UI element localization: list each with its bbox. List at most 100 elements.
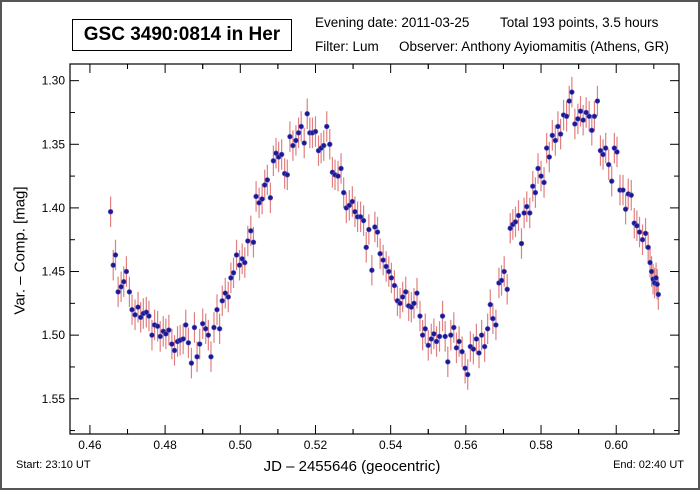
- data-point: [163, 331, 169, 337]
- data-point: [473, 336, 480, 342]
- data-point: [546, 154, 553, 160]
- data-point: [552, 137, 559, 144]
- data-point: [580, 117, 586, 123]
- data-point: [478, 332, 485, 338]
- data-point: [132, 312, 138, 318]
- data-point: [507, 225, 513, 231]
- data-point: [453, 345, 460, 351]
- data-point: [233, 252, 240, 258]
- data-point: [143, 309, 150, 315]
- data-point: [609, 178, 615, 184]
- data-point: [504, 286, 510, 293]
- data-point: [456, 338, 462, 345]
- data-point: [654, 281, 660, 287]
- data-point: [154, 323, 161, 329]
- data-point: [327, 141, 333, 147]
- y-tick-label: 1.45: [42, 265, 66, 279]
- data-point: [642, 230, 649, 237]
- data-point: [242, 259, 248, 266]
- data-point: [620, 187, 626, 193]
- data-point: [515, 212, 522, 219]
- data-point: [597, 147, 604, 154]
- data-point: [340, 189, 347, 196]
- data-point: [445, 359, 451, 365]
- data-point: [248, 228, 254, 234]
- data-point: [301, 140, 307, 146]
- data-point: [191, 324, 198, 331]
- data-point: [602, 145, 609, 151]
- data-point: [383, 263, 389, 270]
- data-point: [264, 177, 271, 183]
- data-point: [566, 98, 572, 104]
- filter-info: Filter: Lum: [315, 39, 379, 54]
- data-point: [259, 196, 265, 202]
- data-point: [532, 189, 539, 196]
- x-axis-label: JD – 2455646 (geocentric): [263, 458, 441, 475]
- data-point: [222, 290, 228, 296]
- data-point: [431, 331, 437, 337]
- data-point: [501, 268, 507, 275]
- data-point: [399, 294, 406, 300]
- data-point: [185, 340, 192, 346]
- data-point: [451, 324, 457, 331]
- data-point: [380, 257, 386, 263]
- data-point: [200, 320, 206, 327]
- data-point: [575, 116, 581, 122]
- data-point: [442, 333, 448, 340]
- data-point: [166, 327, 172, 333]
- data-point: [171, 347, 178, 354]
- data-point: [459, 348, 465, 355]
- data-point: [535, 165, 541, 172]
- data-point: [647, 259, 653, 266]
- data-point: [425, 342, 431, 349]
- data-point: [428, 336, 434, 342]
- data-point: [487, 301, 493, 308]
- data-point: [476, 350, 482, 356]
- data-point: [484, 326, 491, 332]
- data-point: [293, 137, 299, 144]
- data-point: [267, 195, 274, 201]
- data-point: [634, 223, 640, 229]
- data-point: [126, 289, 133, 295]
- data-point: [211, 324, 217, 331]
- data-point: [169, 341, 175, 347]
- data-point: [135, 304, 141, 310]
- x-tick-label: 0.50: [229, 438, 253, 452]
- data-point: [527, 210, 533, 216]
- data-point: [606, 161, 612, 168]
- data-point: [462, 365, 468, 371]
- data-point: [357, 214, 364, 220]
- chart-title: GSC 3490:0814 in Her: [72, 19, 292, 51]
- y-tick-label: 1.35: [42, 137, 66, 151]
- end-time: End: 02:40 UT: [613, 459, 684, 471]
- data-point: [208, 354, 214, 360]
- data-point: [214, 306, 220, 313]
- data-point: [228, 275, 234, 281]
- data-point: [498, 277, 505, 284]
- data-point: [146, 313, 152, 319]
- data-point: [577, 108, 584, 114]
- data-point: [253, 193, 259, 200]
- data-point: [490, 315, 496, 322]
- data-point: [335, 173, 341, 179]
- data-point: [465, 371, 471, 378]
- y-tick-label: 1.50: [42, 328, 66, 342]
- data-point: [346, 202, 353, 209]
- data-point: [549, 132, 556, 139]
- data-point: [391, 282, 398, 289]
- data-point: [216, 326, 223, 332]
- data-point: [645, 244, 651, 251]
- data-point: [648, 268, 655, 275]
- data-point: [518, 240, 525, 247]
- data-point: [614, 149, 620, 155]
- data-point: [543, 145, 550, 151]
- data-point: [256, 200, 262, 206]
- data-point: [230, 270, 237, 276]
- data-point: [521, 210, 527, 216]
- data-point: [388, 275, 395, 281]
- plot-frame: [69, 63, 680, 435]
- data-point: [194, 354, 200, 360]
- data-point: [569, 89, 575, 95]
- data-point: [321, 142, 327, 149]
